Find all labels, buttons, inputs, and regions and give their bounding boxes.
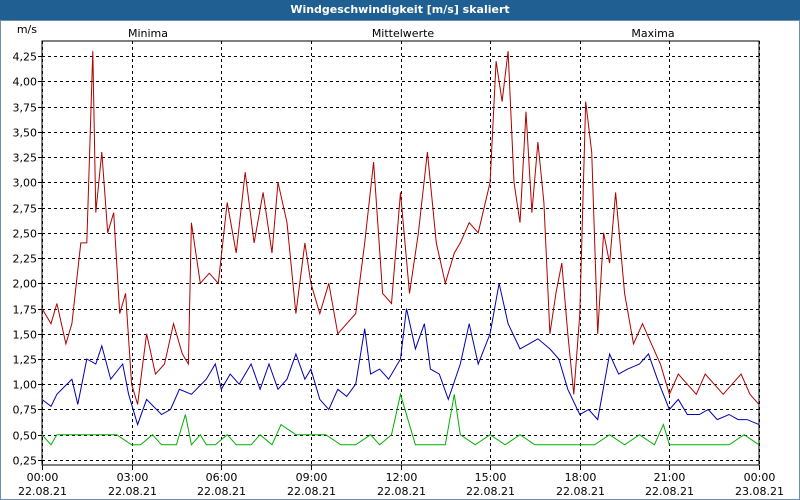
y-tick-label: 3,75 [13, 102, 38, 115]
y-tick-label: 0,50 [13, 430, 38, 443]
y-tick-label: 0,75 [13, 404, 38, 417]
y-tick-label: 4,25 [13, 51, 38, 64]
y-tick-label: 1,75 [13, 304, 38, 317]
y-tick-label: 3,25 [13, 152, 38, 165]
y-tick-label: 1,50 [13, 329, 38, 342]
x-tick-label-date: 22.08.21 [18, 485, 67, 498]
y-tick-label: 0,25 [13, 455, 38, 468]
x-tick-label-date: 22.08.21 [287, 485, 336, 498]
chart-title: Windgeschwindigkeit [m/s] skaliert [0, 0, 800, 20]
chart-frame: 0,25 0,50 0,75 1,00 1,25 1,50 1,75 2,00 2,25 2,50… [0, 20, 800, 500]
x-tick-label-time: 15:00 [475, 471, 507, 484]
x-tick-label-time: 00:00 [744, 471, 776, 484]
y-tick-label: 3,50 [13, 127, 38, 140]
x-tick-label-time: 00:00 [27, 471, 59, 484]
x-tick-label-date: 22.08.21 [556, 485, 605, 498]
x-tick-label-time: 09:00 [296, 471, 328, 484]
y-tick-label: 1,25 [13, 354, 38, 367]
y-tick-label: 2,75 [13, 203, 38, 216]
x-tick-label-time: 03:00 [117, 471, 149, 484]
x-tick-label-date: 22.08.21 [466, 485, 515, 498]
x-tick-label-date: 23.08.21 [735, 485, 784, 498]
legend-minima: Minima [128, 27, 168, 40]
legend-maxima: Maxima [631, 27, 674, 40]
y-tick-label: 4,00 [13, 76, 38, 89]
y-tick-label: 1,00 [13, 379, 38, 392]
x-tick-label-date: 22.08.21 [645, 485, 694, 498]
chart: 0,25 0,50 0,75 1,00 1,25 1,50 1,75 2,00 2,25 2,50… [13, 23, 784, 498]
y-tick-label: 2,00 [13, 278, 38, 291]
y-axis-label: m/s [17, 23, 37, 36]
series-line-minima [41, 392, 760, 446]
y-tick-label: 2,50 [13, 228, 38, 241]
x-tick-label-date: 22.08.21 [108, 485, 157, 498]
x-tick-label-time: 06:00 [206, 471, 238, 484]
x-tick-label-date: 22.08.21 [377, 485, 426, 498]
x-tick-label-time: 12:00 [386, 471, 418, 484]
y-tick-label: 2,25 [13, 253, 38, 266]
legend-mittelwerte: Mittelwerte [372, 27, 435, 40]
y-tick-label: 3,00 [13, 177, 38, 190]
plot-area [41, 40, 760, 466]
x-tick-label-time: 21:00 [654, 471, 686, 484]
series-line-maxima [41, 51, 760, 405]
x-tick-label-time: 18:00 [565, 471, 597, 484]
series-line-mittelwerte [41, 283, 760, 427]
x-tick-label-date: 22.08.21 [197, 485, 246, 498]
